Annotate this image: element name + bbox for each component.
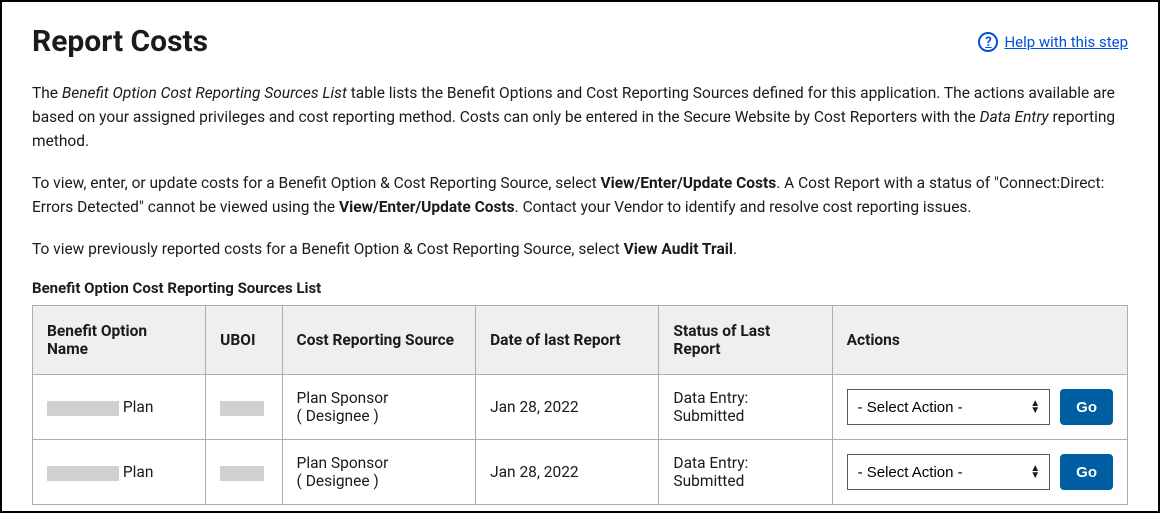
cell-uboi	[206, 440, 282, 505]
cell-uboi	[206, 375, 282, 440]
col-cost-reporting-source: Cost Reporting Source	[282, 306, 476, 375]
cell-date: Jan 28, 2022	[476, 440, 659, 505]
col-actions: Actions	[832, 306, 1127, 375]
intro-paragraph-2: To view, enter, or update costs for a Be…	[32, 171, 1128, 219]
help-link[interactable]: ? Help with this step	[978, 32, 1128, 52]
col-date-last-report: Date of last Report	[476, 306, 659, 375]
intro-paragraph-3: To view previously reported costs for a …	[32, 237, 1128, 261]
table-title: Benefit Option Cost Reporting Sources Li…	[32, 279, 1128, 297]
col-uboi: UBOI	[206, 306, 282, 375]
redacted-block	[47, 401, 119, 416]
cell-benefit-option-name: Plan	[33, 440, 206, 505]
help-icon: ?	[978, 32, 998, 52]
cell-source: Plan Sponsor ( Designee )	[282, 375, 476, 440]
cell-date: Jan 28, 2022	[476, 375, 659, 440]
cell-actions: - Select Action - ▲▼ Go	[832, 440, 1127, 505]
go-button[interactable]: Go	[1060, 389, 1113, 425]
cell-source: Plan Sponsor ( Designee )	[282, 440, 476, 505]
cell-status: Data Entry: Submitted	[659, 375, 832, 440]
cell-status: Data Entry: Submitted	[659, 440, 832, 505]
table-row: Plan Plan Sponsor ( Designee ) Jan 28, 2…	[33, 440, 1128, 505]
intro-paragraph-1: The Benefit Option Cost Reporting Source…	[32, 81, 1128, 153]
report-costs-panel: Report Costs ? Help with this step The B…	[0, 0, 1160, 513]
action-select[interactable]: - Select Action -	[847, 389, 1051, 425]
redacted-block	[47, 466, 119, 481]
cell-actions: - Select Action - ▲▼ Go	[832, 375, 1127, 440]
action-select[interactable]: - Select Action -	[847, 454, 1051, 490]
col-benefit-option-name: Benefit Option Name	[33, 306, 206, 375]
table-header-row: Benefit Option Name UBOI Cost Reporting …	[33, 306, 1128, 375]
col-status-last-report: Status of Last Report	[659, 306, 832, 375]
redacted-block	[220, 466, 264, 481]
header-row: Report Costs ? Help with this step	[32, 24, 1128, 81]
page-title: Report Costs	[32, 24, 208, 59]
sources-table: Benefit Option Name UBOI Cost Reporting …	[32, 305, 1128, 505]
redacted-block	[220, 401, 264, 416]
go-button[interactable]: Go	[1060, 454, 1113, 490]
cell-benefit-option-name: Plan	[33, 375, 206, 440]
help-link-label: Help with this step	[1004, 33, 1128, 51]
table-row: Plan Plan Sponsor ( Designee ) Jan 28, 2…	[33, 375, 1128, 440]
